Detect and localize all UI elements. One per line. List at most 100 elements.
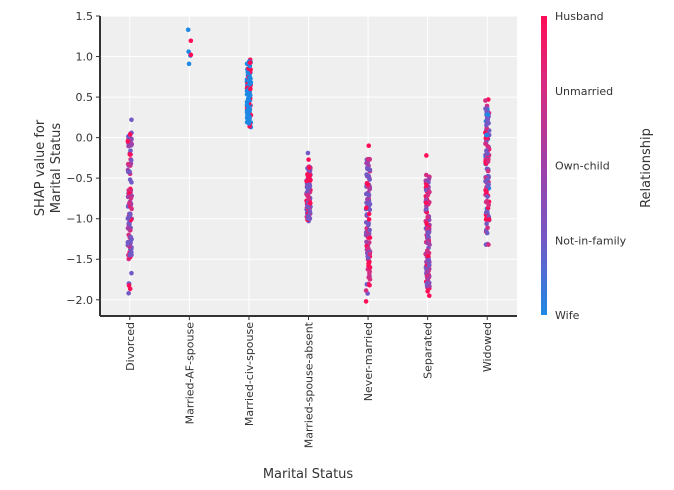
data-point: [486, 202, 491, 208]
x-tick-label: Widowed: [481, 322, 494, 372]
colorbar-label: Wife: [555, 309, 580, 322]
data-point: [366, 222, 371, 228]
data-point: [244, 99, 250, 105]
data-point: [364, 232, 369, 238]
colorbar-title: Relationship: [639, 128, 654, 208]
data-point: [186, 49, 191, 54]
data-point: [363, 299, 369, 304]
data-point: [485, 177, 490, 182]
data-point: [367, 157, 372, 162]
data-point: [126, 283, 132, 288]
data-point: [129, 117, 134, 123]
colorbar-label: Husband: [555, 10, 604, 23]
data-point: [305, 150, 311, 156]
data-point: [367, 259, 372, 265]
data-point: [365, 256, 371, 261]
data-point: [127, 132, 133, 137]
x-tick-label: Married-civ-spouse: [243, 322, 256, 426]
data-point: [367, 271, 372, 276]
data-point: [248, 67, 253, 72]
data-point: [127, 201, 132, 206]
data-point: [366, 143, 372, 149]
colorbar-label: Unmarried: [555, 85, 613, 98]
data-point: [484, 209, 490, 215]
colorbar-label: Own-child: [555, 160, 610, 173]
data-point: [246, 116, 252, 122]
x-tick-label: Married-spouse-absent: [303, 321, 316, 448]
data-point: [424, 273, 430, 278]
data-point: [427, 283, 432, 289]
y-tick-label: −2.0: [66, 294, 93, 307]
y-axis-title-line1: SHAP value for: [33, 119, 48, 216]
data-point: [484, 230, 490, 236]
data-point: [425, 230, 431, 235]
data-point: [483, 141, 488, 147]
y-tick-label: −0.5: [66, 172, 93, 185]
y-axis-title-line2: Marital Status: [49, 123, 64, 214]
data-point: [423, 207, 429, 212]
colorbar: [541, 16, 547, 315]
data-point: [305, 174, 311, 179]
data-point: [425, 288, 430, 294]
data-point: [424, 182, 429, 188]
data-point: [484, 132, 489, 138]
data-point: [366, 217, 372, 222]
y-tick-label: 0.0: [76, 132, 94, 145]
data-point: [365, 196, 370, 202]
data-point: [125, 139, 131, 144]
data-point: [186, 61, 192, 67]
data-point: [244, 88, 250, 94]
data-point: [128, 250, 134, 255]
data-point: [424, 248, 430, 253]
data-point: [484, 120, 490, 125]
data-point: [129, 270, 134, 276]
data-point: [483, 98, 488, 103]
data-point: [425, 214, 430, 220]
x-tick-label: Never-married: [362, 322, 375, 401]
data-point: [364, 172, 369, 177]
data-point: [485, 159, 491, 164]
data-point: [366, 211, 372, 217]
data-point: [367, 235, 373, 240]
data-point: [304, 178, 309, 184]
data-point: [426, 293, 432, 299]
data-point: [305, 192, 311, 198]
data-point: [424, 269, 430, 274]
data-point: [423, 200, 429, 206]
y-tick-label: −1.0: [66, 213, 93, 226]
data-point: [188, 38, 194, 44]
data-point: [365, 245, 371, 251]
data-point: [485, 168, 491, 174]
data-point: [248, 86, 253, 92]
data-point: [125, 241, 131, 246]
data-point: [424, 153, 429, 158]
data-point: [244, 110, 250, 115]
data-point: [484, 221, 489, 227]
data-point: [426, 262, 432, 268]
data-point: [365, 166, 370, 172]
data-point: [247, 60, 253, 65]
data-point: [246, 105, 251, 110]
data-point: [307, 165, 312, 171]
data-point: [364, 239, 369, 245]
data-point: [426, 253, 431, 259]
y-tick-label: 1.5: [76, 10, 94, 23]
data-point: [185, 27, 191, 33]
data-point: [129, 206, 134, 212]
data-point: [486, 242, 491, 247]
data-point: [128, 195, 134, 201]
data-point: [485, 151, 490, 157]
data-point: [127, 152, 133, 157]
data-point: [247, 94, 252, 100]
y-tick-label: 0.5: [76, 91, 94, 104]
data-point: [127, 221, 132, 227]
data-point: [125, 161, 131, 167]
y-tick-label: −1.5: [66, 253, 93, 266]
data-point: [308, 177, 313, 183]
data-point: [367, 251, 373, 257]
data-point: [367, 227, 372, 233]
data-point: [305, 184, 310, 190]
data-point: [128, 157, 134, 163]
data-point: [485, 112, 491, 117]
